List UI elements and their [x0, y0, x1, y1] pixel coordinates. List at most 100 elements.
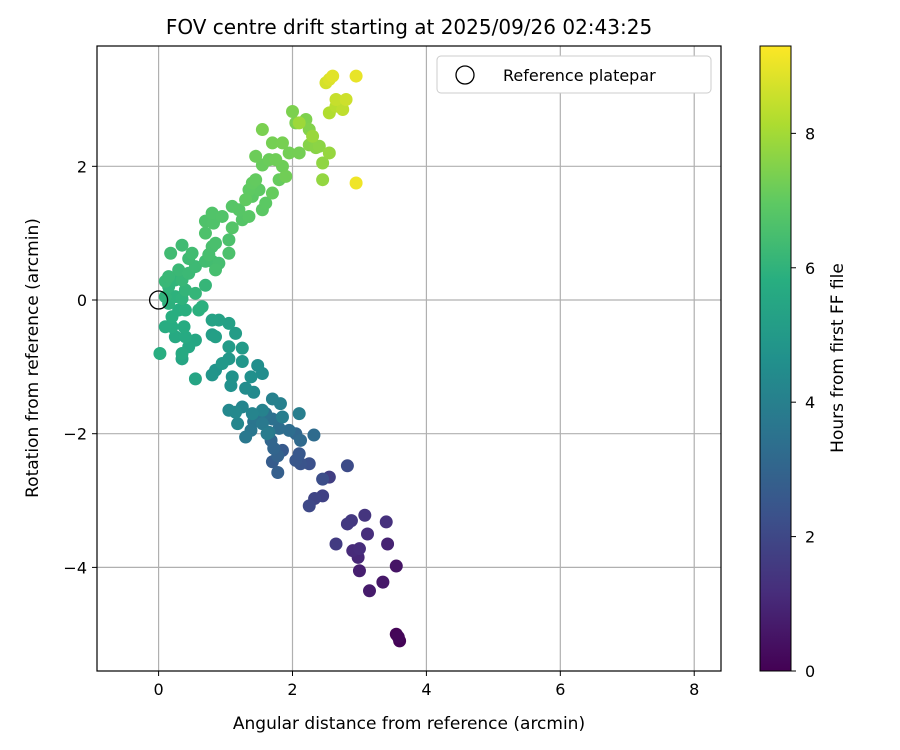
data-point: [188, 372, 202, 386]
data-point: [158, 290, 172, 304]
data-point: [275, 410, 289, 424]
data-point: [168, 330, 182, 344]
data-point: [336, 103, 350, 117]
data-point: [389, 559, 403, 573]
y-tick-label: 2: [77, 157, 87, 176]
data-point: [198, 226, 212, 240]
data-point: [282, 146, 296, 160]
data-point: [379, 515, 393, 529]
data-point: [239, 430, 253, 444]
legend: Reference platepar: [436, 55, 712, 94]
data-point: [198, 278, 212, 292]
data-point: [322, 146, 336, 160]
data-point: [340, 517, 354, 531]
data-point: [209, 263, 223, 277]
data-point: [177, 320, 191, 334]
data-point: [360, 527, 374, 541]
legend-reference-label: Reference platepar: [503, 66, 656, 85]
data-point: [292, 447, 306, 461]
data-point: [312, 139, 326, 153]
data-point: [292, 146, 306, 160]
data-point: [225, 370, 239, 384]
y-tick-label: 0: [77, 291, 87, 310]
colorbar-tick-label: 8: [805, 124, 815, 143]
y-tick-label: −4: [63, 558, 87, 577]
data-point: [222, 246, 236, 260]
data-point: [235, 341, 249, 355]
data-point: [178, 283, 192, 297]
x-tick-label: 4: [421, 680, 431, 699]
data-point: [302, 499, 316, 513]
data-point: [239, 381, 253, 395]
data-point: [244, 370, 258, 384]
data-point: [329, 537, 343, 551]
data-point: [265, 136, 279, 150]
colorbar-tick-label: 4: [805, 393, 815, 412]
data-point: [242, 209, 256, 223]
data-point: [158, 320, 172, 334]
data-point: [326, 69, 340, 83]
data-point: [239, 193, 253, 207]
legend-reference-marker: [455, 65, 475, 85]
data-point: [307, 428, 321, 442]
data-point: [260, 427, 274, 441]
colorbar-gradient: [759, 45, 792, 672]
data-point: [222, 233, 236, 247]
data-point: [362, 584, 376, 598]
data-point: [185, 246, 199, 260]
data-point: [222, 316, 236, 330]
data-point: [272, 421, 286, 435]
x-tick-label: 8: [689, 680, 699, 699]
y-tick-label: −2: [63, 425, 87, 444]
data-point: [255, 123, 269, 137]
data-point: [209, 330, 223, 344]
data-point: [188, 286, 202, 300]
colorbar: 0 2 4 6 8 Hours from first FF file: [759, 45, 848, 681]
data-point: [215, 209, 229, 223]
data-point: [172, 263, 186, 277]
data-point: [316, 173, 330, 187]
data-point: [162, 270, 176, 284]
data-point: [275, 136, 289, 150]
data-point: [271, 465, 285, 479]
data-point: [229, 405, 243, 419]
data-point: [306, 129, 320, 143]
data-point: [292, 407, 306, 421]
data-point: [215, 357, 229, 371]
data-point: [329, 92, 343, 106]
data-point: [209, 236, 223, 250]
data-point: [205, 313, 219, 327]
data-point: [222, 340, 236, 354]
data-point: [178, 330, 192, 344]
data-points: [153, 69, 407, 648]
data-point: [352, 542, 366, 556]
data-point: [349, 176, 363, 190]
data-point: [391, 630, 405, 644]
data-point: [178, 303, 192, 317]
data-point: [265, 186, 279, 200]
chart-title: FOV centre drift starting at 2025/09/26 …: [166, 15, 652, 39]
data-point: [316, 156, 330, 170]
data-point: [153, 346, 167, 360]
colorbar-ticks: 0 2 4 6 8: [791, 124, 815, 681]
x-axis-ticks: 0 2 4 6 8: [154, 671, 699, 699]
data-point: [340, 459, 354, 473]
reference-point-layer: [148, 290, 169, 310]
y-axis-label: Rotation from reference (arcmin): [23, 218, 43, 498]
data-point: [232, 203, 246, 217]
colorbar-label: Hours from first FF file: [828, 263, 848, 453]
data-point: [164, 246, 178, 260]
data-point: [269, 153, 283, 167]
data-point: [229, 326, 243, 340]
grid-lines: [97, 46, 721, 671]
x-axis-label: Angular distance from reference (arcmin): [233, 714, 585, 734]
y-axis-ticks: −4 −2 0 2: [63, 157, 97, 577]
data-point: [358, 508, 372, 522]
data-point: [265, 392, 279, 406]
data-point: [249, 173, 263, 187]
data-point: [235, 355, 249, 369]
data-point: [352, 564, 366, 578]
data-point: [282, 423, 296, 437]
data-point: [279, 169, 293, 183]
